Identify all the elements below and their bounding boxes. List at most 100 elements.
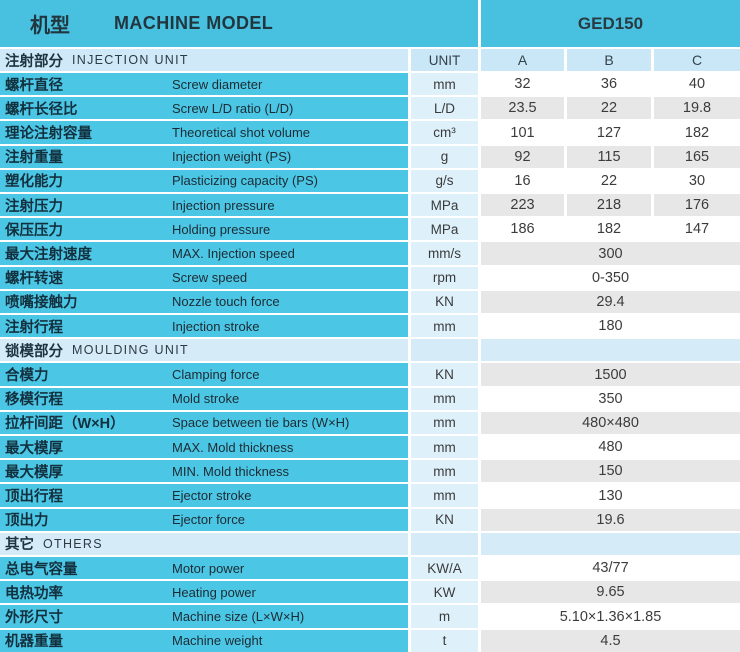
spec-label-cn: 注射行程 [5,319,63,336]
section-unit-spacer [411,339,478,362]
spec-label-en: Injection stroke [172,318,260,334]
section-title-cn: 锁模部分 [5,343,63,360]
spec-row-label: 顶出力 Ejector force [0,508,408,531]
unit-cell: mm [411,73,478,96]
spec-label-en: Theoretical shot volume [172,125,311,140]
spec-label-en: Clamping force [172,367,260,383]
unit-cell: m [411,605,478,628]
unit-cell: KN [411,508,478,531]
spec-label-cn: 总电气容量 [5,561,78,578]
spec-label-en: Mold stroke [172,391,240,407]
value-cell-c: 40 [654,73,740,96]
section-value-spacer [481,532,740,556]
spec-row-label: 移模行程 Mold stroke [0,387,408,410]
spec-label-en: Ejector stroke [172,488,252,504]
spec-row-label: 电热功率 Heating power [0,581,408,604]
spec-label-cn: 最大模厚 [5,464,63,481]
spec-label-cn: 喷嘴接触力 [5,295,78,312]
unit-cell: mm [411,436,478,459]
value-cell-span: 19.6 [481,508,740,531]
spec-row-label: 顶出行程 Ejector stroke [0,484,408,507]
value-cell-b: 36 [567,73,651,96]
spec-row-label: 总电气容量 Motor power [0,557,408,580]
spec-row-label: 最大模厚 MAX. Mold thickness [0,436,408,459]
unit-cell: L/D [411,97,478,120]
section-title-2: 其它 OTHERS [0,532,408,556]
variant-column-header-b: B [567,49,651,71]
spec-row-label: 喷嘴接触力 Nozzle touch force [0,290,408,314]
value-cell-span: 4.5 [481,629,740,652]
spec-label-en: Machine size (L×W×H) [172,609,305,625]
spec-label-cn: 移模行程 [5,392,63,409]
spec-label-cn: 最大模厚 [5,440,63,457]
value-cell-span: 43/77 [481,557,740,580]
value-cell-span: 130 [481,484,740,507]
value-cell-a: 23.5 [481,97,564,120]
spec-row-label: 拉杆间距（W×H） Space between tie bars (W×H) [0,411,408,435]
spec-label-cn: 螺杆转速 [5,271,63,288]
section-title-injection-unit: 注射部分 INJECTION UNIT [0,49,408,71]
value-cell-span: 1500 [481,363,740,386]
value-cell-span: 5.10×1.36×1.85 [481,605,740,628]
value-cell-a: 92 [481,145,564,168]
spec-label-cn: 保压压力 [5,222,63,239]
value-cell-span: 180 [481,315,740,338]
variant-column-header-c: C [654,49,740,71]
spec-label-en: Screw diameter [172,76,263,92]
unit-cell: KW [411,581,478,604]
value-cell-c: 19.8 [654,97,740,120]
spec-label-en: Space between tie bars (W×H) [172,415,350,431]
unit-cell: t [411,629,478,652]
spec-label-cn: 合模力 [5,368,49,385]
spec-label-cn: 电热功率 [5,585,63,602]
spec-label-en: MAX. Injection speed [172,246,295,262]
unit-cell: KW/A [411,557,478,580]
unit-cell: KN [411,290,478,314]
unit-cell: mm [411,315,478,338]
unit-cell: mm [411,411,478,435]
spec-label-cn: 顶出力 [5,513,49,530]
spec-label-cn: 塑化能力 [5,174,63,191]
unit-cell: MPa [411,194,478,217]
value-cell-a: 186 [481,218,564,241]
spec-label-cn: 顶出行程 [5,489,63,506]
spec-row-label: 外形尺寸 Machine size (L×W×H) [0,605,408,628]
section-title-en: INJECTION UNIT [72,53,189,67]
unit-cell: mm [411,387,478,410]
spec-label-cn: 最大注射速度 [5,247,92,264]
spec-label-cn: 机器重量 [5,634,63,651]
value-cell-c: 147 [654,218,740,241]
value-cell-c: 182 [654,121,740,144]
value-cell-b: 115 [567,145,651,168]
section-title-en: MOULDING UNIT [72,343,189,358]
unit-cell: g [411,145,478,168]
value-cell-span: 150 [481,460,740,483]
spec-label-en: MAX. Mold thickness [172,439,294,455]
spec-label-en: Screw L/D ratio (L/D) [172,100,294,116]
model-number: GED150 [577,13,644,33]
section-value-spacer [481,339,740,362]
unit-cell: cm³ [411,121,478,144]
spec-label-en: MIN. Mold thickness [172,463,290,479]
value-cell-b: 218 [567,194,651,217]
unit-cell: rpm [411,266,478,289]
spec-row-label: 注射压力 Injection pressure [0,194,408,217]
unit-cell: mm/s [411,242,478,265]
spec-row-label: 最大注射速度 MAX. Injection speed [0,242,408,265]
spec-label-en: Motor power [172,560,245,576]
spec-label-cn: 外形尺寸 [5,610,63,627]
value-cell-a: 223 [481,194,564,217]
value-cell-b: 22 [567,169,651,193]
value-cell-span: 29.4 [481,290,740,314]
value-cell-span: 300 [481,242,740,265]
spec-label-cn: 注射重量 [5,150,63,167]
value-cell-c: 30 [654,169,740,193]
spec-label-en: Machine weight [172,633,263,649]
spec-row-label: 保压压力 Holding pressure [0,218,408,241]
spec-row-label: 螺杆直径 Screw diameter [0,73,408,96]
spec-label-en: Screw speed [172,270,248,286]
spec-label-cn: 螺杆直径 [5,77,63,94]
unit-cell: KN [411,363,478,386]
spec-row-label: 塑化能力 Plasticizing capacity (PS) [0,169,408,193]
